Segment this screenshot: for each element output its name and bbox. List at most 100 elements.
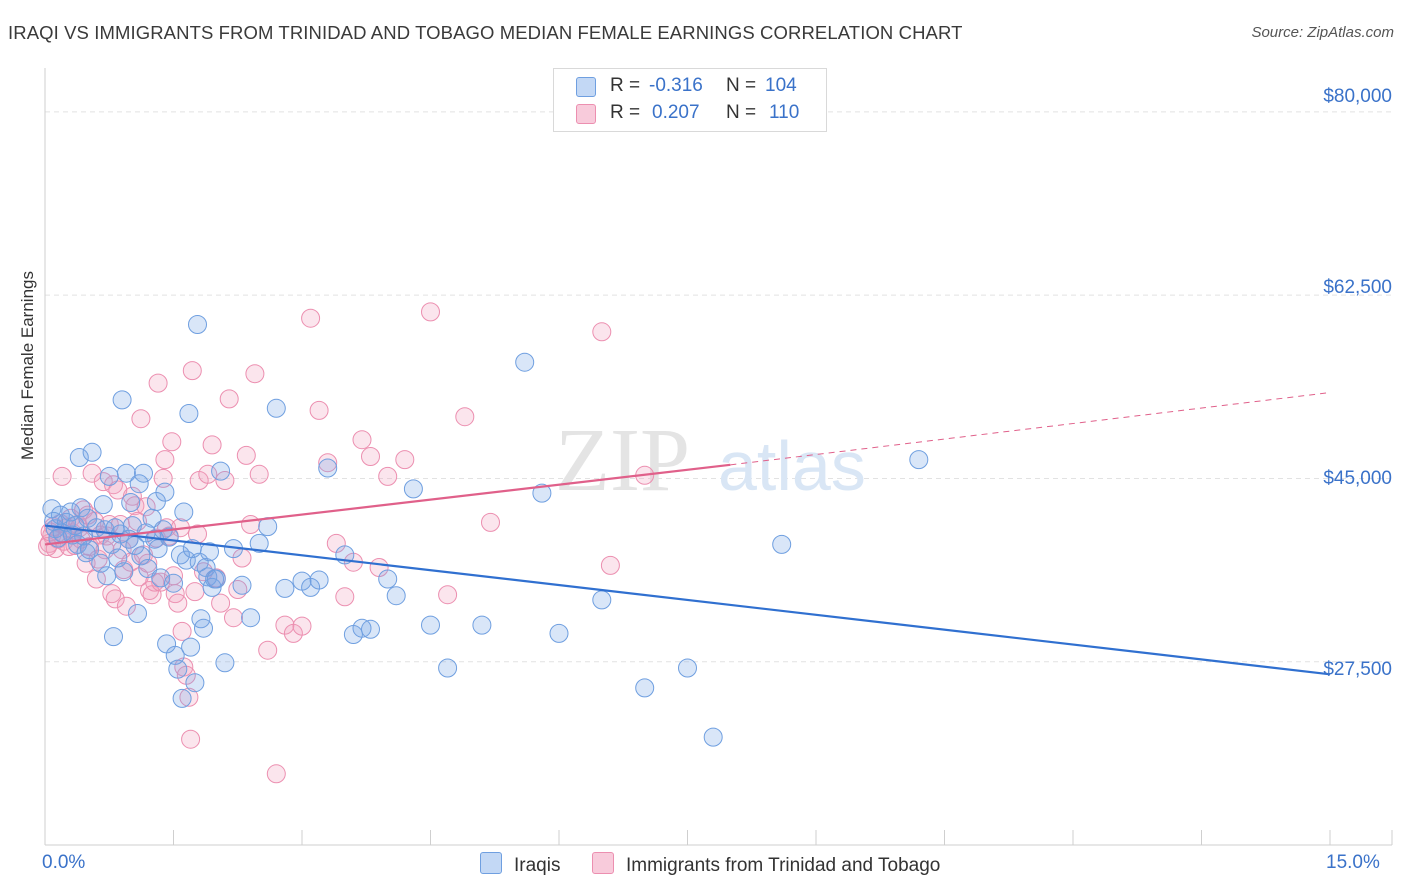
iraqi-point <box>164 573 183 593</box>
legend-swatch-blue <box>480 852 502 874</box>
iraqi-point <box>114 562 134 582</box>
trinidad-point <box>116 596 136 616</box>
trinidad-point <box>600 555 620 575</box>
trinidad-point <box>172 621 192 641</box>
trinidad-point <box>93 472 113 492</box>
trinidad-point <box>52 466 72 486</box>
n-label: N = <box>726 75 757 96</box>
iraqi-point <box>128 604 147 623</box>
iraqi-point <box>215 653 235 673</box>
iraqi-point <box>174 502 194 522</box>
trinidad-point <box>318 453 338 473</box>
correlation-legend: R = -0.316 N = 104 R = 0.207 N = 110 <box>553 68 827 132</box>
iraqi-point <box>151 568 171 588</box>
r-label: R = <box>610 75 641 96</box>
iraqi-point <box>170 545 190 565</box>
iraqi-point <box>438 658 458 678</box>
iraqi-point <box>131 546 151 566</box>
r-value: 0.207 <box>652 102 700 123</box>
trinidad-point <box>224 608 243 628</box>
x-tick-label: 15.0% <box>1326 852 1380 873</box>
r-value: -0.316 <box>649 75 703 96</box>
iraqi-point <box>138 559 158 578</box>
legend-swatch-pink <box>576 104 596 124</box>
y-tick-label: $27,500 <box>1323 659 1392 680</box>
iraqi-point <box>386 586 406 606</box>
series-iraqis-points <box>42 315 929 747</box>
trinidad-point <box>455 407 475 427</box>
trinidad-point <box>258 640 278 660</box>
y-axis-label: Median Female Earnings <box>18 271 37 460</box>
y-tick-label: $62,500 <box>1323 277 1392 298</box>
iraqi-point <box>82 442 102 462</box>
iraqi-point <box>232 575 252 595</box>
trinidad-point <box>38 537 58 556</box>
trinidad-point <box>249 464 269 484</box>
n-value: 110 <box>769 102 800 123</box>
iraqi-point <box>472 615 492 635</box>
iraqi-point <box>909 450 929 470</box>
iraqi-point <box>532 483 552 503</box>
iraqi-point <box>318 458 338 478</box>
n-label: N = <box>726 102 757 123</box>
trinidad-point <box>138 553 158 573</box>
iraqi-point <box>129 474 149 494</box>
iraqi-point <box>211 461 231 481</box>
iraqi-point <box>194 618 213 638</box>
trinidad-point <box>211 593 231 613</box>
iraqi-point <box>241 608 261 628</box>
iraqi-point <box>309 570 329 590</box>
iraqi-point <box>185 673 205 693</box>
trinidad-trend-extension <box>730 392 1331 466</box>
trinidad-point <box>153 468 173 488</box>
y-tick-label: $45,000 <box>1323 468 1392 489</box>
x-tick-label: 0.0% <box>42 852 86 873</box>
iraqi-point <box>134 463 153 483</box>
iraqi-point <box>515 352 535 372</box>
trinidad-point <box>105 589 125 609</box>
trinidad-point <box>182 361 202 381</box>
trinidad-point <box>395 450 415 470</box>
iraqi-point <box>275 578 295 598</box>
chart-title: IRAQI VS IMMIGRANTS FROM TRINIDAD AND TO… <box>8 22 963 43</box>
trinidad-point <box>202 435 222 455</box>
trinidad-point <box>198 464 218 484</box>
legend-item-iraqis: Iraqis <box>480 852 560 877</box>
iraqi-point <box>181 637 201 657</box>
trinidad-point <box>438 585 458 605</box>
iraqi-point <box>678 658 697 678</box>
iraqis-trend-line <box>44 524 1331 676</box>
trinidad-point <box>185 582 205 602</box>
iraqi-point <box>159 527 179 547</box>
watermark: ZIP atlas <box>555 411 866 510</box>
trinidad-point <box>241 515 261 534</box>
trinidad-point <box>181 729 201 749</box>
trinidad-point <box>148 373 168 393</box>
iraqi-point <box>155 482 175 502</box>
trinidad-point <box>292 616 312 636</box>
trinidad-point <box>236 445 256 465</box>
trinidad-point <box>108 480 128 500</box>
watermark-atlas: atlas <box>718 427 866 505</box>
iraqi-point <box>421 615 440 635</box>
iraqi-point <box>104 627 123 647</box>
legend-label: Iraqis <box>514 855 561 876</box>
trinidad-point <box>86 569 106 589</box>
iraqi-point <box>71 498 91 518</box>
iraqi-point <box>266 398 286 418</box>
iraqi-point <box>249 533 269 553</box>
trinidad-point <box>168 593 188 613</box>
legend-swatch-blue <box>576 77 596 97</box>
iraqi-point <box>99 466 119 486</box>
trinidad-point <box>352 430 372 450</box>
trinidad-point <box>335 587 355 607</box>
iraqi-point <box>549 623 569 643</box>
trinidad-point <box>266 764 286 784</box>
trinidad-point <box>102 584 122 604</box>
trinidad-point <box>155 450 175 470</box>
iraqi-point <box>378 569 398 589</box>
trinidad-point <box>592 322 612 342</box>
legend-label: Immigrants from Trinidad and Tobago <box>626 855 941 876</box>
trinidad-point <box>131 409 151 429</box>
